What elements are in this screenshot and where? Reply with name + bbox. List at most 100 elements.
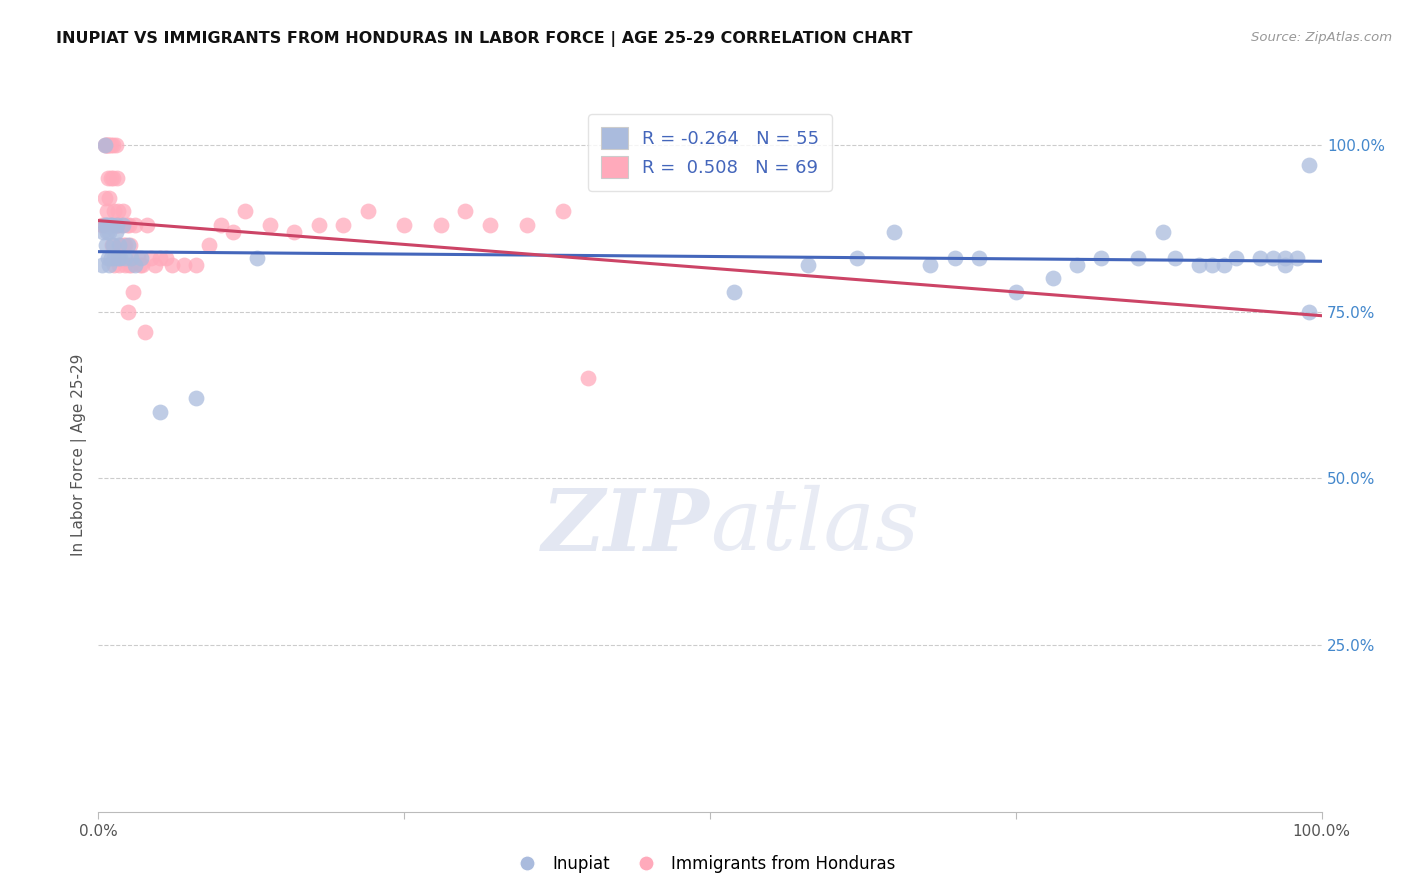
Point [797,258,820,272]
Point [430,218,453,232]
Point [118,258,141,272]
Point [131,258,153,272]
Point [723,285,745,299]
Point [98,225,121,239]
Text: Source: ZipAtlas.com: Source: ZipAtlas.com [1251,31,1392,45]
Point [1152,225,1174,239]
Point [197,237,219,252]
Point [283,225,305,239]
Point [105,218,128,232]
Point [246,251,269,265]
Point [967,251,990,265]
Point [101,218,124,232]
Point [186,391,208,405]
Point [127,251,149,265]
Point [1249,251,1271,265]
Point [101,171,124,186]
Point [356,204,378,219]
Y-axis label: In Labor Force | Age 25-29: In Labor Force | Age 25-29 [72,354,87,556]
Point [94,237,117,252]
Point [1004,285,1026,299]
Point [553,204,575,219]
Point [114,237,136,252]
Point [515,218,537,232]
Point [100,171,122,186]
Point [120,237,142,252]
Point [124,258,146,272]
Point [98,258,121,272]
Point [94,137,117,152]
Point [392,218,416,232]
Point [97,218,120,232]
Point [91,218,114,232]
Point [454,204,477,219]
Point [112,237,135,252]
Point [845,251,868,265]
Point [117,304,139,318]
Point [93,137,115,152]
Point [259,218,281,232]
Point [103,251,125,265]
Point [129,251,152,265]
Point [160,258,183,272]
Point [93,137,115,152]
Point [103,258,125,272]
Point [1212,258,1234,272]
Legend: Inupiat, Immigrants from Honduras: Inupiat, Immigrants from Honduras [503,848,903,880]
Point [129,258,152,272]
Point [155,251,177,265]
Point [110,251,132,265]
Point [104,218,127,232]
Point [91,225,114,239]
Point [120,251,142,265]
Point [104,137,127,152]
Point [1201,258,1223,272]
Point [100,251,122,265]
Text: ZIP: ZIP [543,484,710,568]
Point [209,218,232,232]
Point [96,225,118,239]
Point [1225,251,1247,265]
Point [186,258,208,272]
Point [107,204,129,219]
Point [108,237,131,252]
Point [93,191,115,205]
Point [173,258,195,272]
Point [883,225,905,239]
Point [139,251,162,265]
Point [103,204,125,219]
Point [1128,251,1150,265]
Point [149,404,172,418]
Point [97,171,120,186]
Point [108,218,131,232]
Point [478,218,501,232]
Point [115,218,138,232]
Point [110,237,132,252]
Point [98,191,121,205]
Point [91,218,114,232]
Point [98,137,121,152]
Point [118,218,141,232]
Point [1261,251,1284,265]
Point [1164,251,1187,265]
Point [101,237,124,252]
Point [104,225,127,239]
Point [222,225,245,239]
Point [94,218,117,232]
Point [101,218,124,232]
Point [105,218,128,232]
Point [134,325,156,339]
Point [111,218,134,232]
Point [1274,258,1296,272]
Point [96,204,118,219]
Point [111,218,134,232]
Point [120,258,142,272]
Point [117,237,139,252]
Text: atlas: atlas [710,485,920,567]
Point [101,137,124,152]
Point [943,251,966,265]
Point [105,171,128,186]
Point [100,137,122,152]
Point [1090,251,1112,265]
Point [1286,251,1309,265]
